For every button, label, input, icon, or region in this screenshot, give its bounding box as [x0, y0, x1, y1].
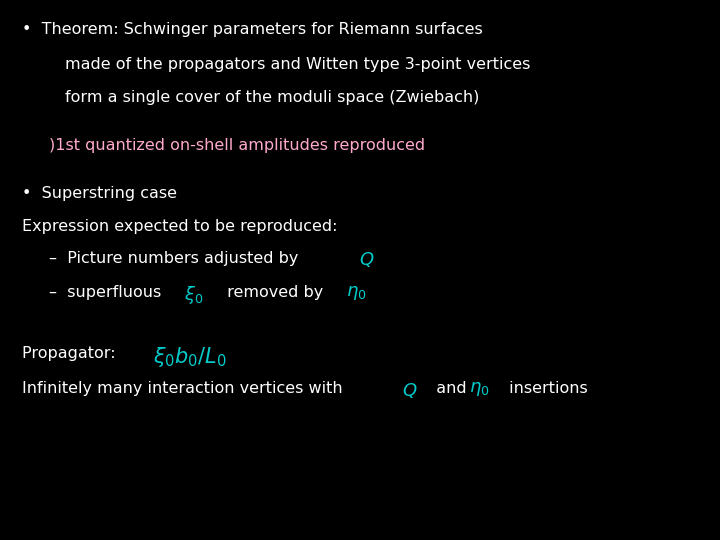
Text: –  superfluous: – superfluous	[49, 285, 166, 300]
Text: Infinitely many interaction vertices with: Infinitely many interaction vertices wit…	[22, 381, 347, 396]
Text: •  Superstring case: • Superstring case	[22, 186, 176, 201]
Text: form a single cover of the moduli space (Zwiebach): form a single cover of the moduli space …	[65, 90, 480, 105]
Text: and: and	[426, 381, 472, 396]
Text: Expression expected to be reproduced:: Expression expected to be reproduced:	[22, 219, 337, 234]
Text: $\xi_0$: $\xi_0$	[184, 284, 204, 306]
Text: $\eta_0$: $\eta_0$	[346, 284, 366, 302]
Text: removed by: removed by	[222, 285, 328, 300]
Text: insertions: insertions	[504, 381, 588, 396]
Text: made of the propagators and Witten type 3-point vertices: made of the propagators and Witten type …	[65, 57, 530, 72]
Text: )1st quantized on-shell amplitudes reproduced: )1st quantized on-shell amplitudes repro…	[49, 138, 425, 153]
Text: •  Theorem: Schwinger parameters for Riemann surfaces: • Theorem: Schwinger parameters for Riem…	[22, 22, 482, 37]
Text: –  Picture numbers adjusted by: – Picture numbers adjusted by	[49, 251, 303, 266]
Text: $Q$: $Q$	[359, 250, 374, 269]
Text: $\xi_0 b_0/L_0$: $\xi_0 b_0/L_0$	[153, 345, 227, 368]
Text: $Q$: $Q$	[402, 381, 417, 400]
Text: Propagator:: Propagator:	[22, 346, 125, 361]
Text: $\eta_0$: $\eta_0$	[469, 380, 490, 397]
